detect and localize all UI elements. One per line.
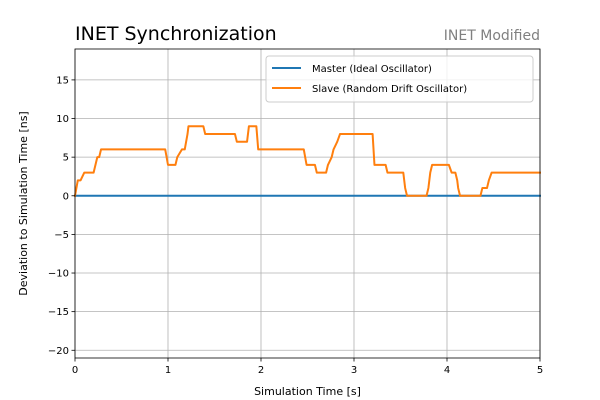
legend-label-master: Master (Ideal Oscillator) bbox=[312, 64, 432, 75]
legend-label-slave: Slave (Random Drift Oscillator) bbox=[312, 84, 467, 95]
legend: Master (Ideal Oscillator) Slave (Random … bbox=[265, 55, 534, 103]
y-tick-label: 0 bbox=[63, 191, 69, 202]
y-tick-label: −10 bbox=[48, 269, 69, 280]
x-tick-label: 4 bbox=[444, 365, 450, 376]
x-tick-label: 2 bbox=[258, 365, 264, 376]
chart-title: INET Synchronization bbox=[75, 23, 277, 45]
x-tick-label: 0 bbox=[72, 365, 78, 376]
legend-box bbox=[265, 55, 534, 103]
x-tick-label: 3 bbox=[351, 365, 357, 376]
y-tick-label: −5 bbox=[54, 230, 69, 241]
y-tick-label: 10 bbox=[56, 114, 69, 125]
y-tick-label: −15 bbox=[48, 307, 69, 318]
x-axis-label: Simulation Time [s] bbox=[254, 385, 361, 398]
y-tick-label: −20 bbox=[48, 346, 69, 357]
series-group bbox=[73, 125, 541, 197]
chart-subtitle: INET Modified bbox=[444, 28, 540, 44]
x-tick-label: 1 bbox=[165, 365, 171, 376]
y-axis-label: Deviation to Simulation Time [ns] bbox=[17, 111, 30, 295]
series-line-slave bbox=[73, 125, 541, 197]
y-tick-label: 5 bbox=[63, 153, 69, 164]
x-tick-label: 5 bbox=[537, 365, 543, 376]
ticks: 0 1 2 3 4 5 −20 −15 −10 −5 0 5 10 15 bbox=[48, 75, 543, 376]
plot-frame bbox=[74, 48, 541, 359]
y-tick-label: 15 bbox=[56, 75, 69, 86]
